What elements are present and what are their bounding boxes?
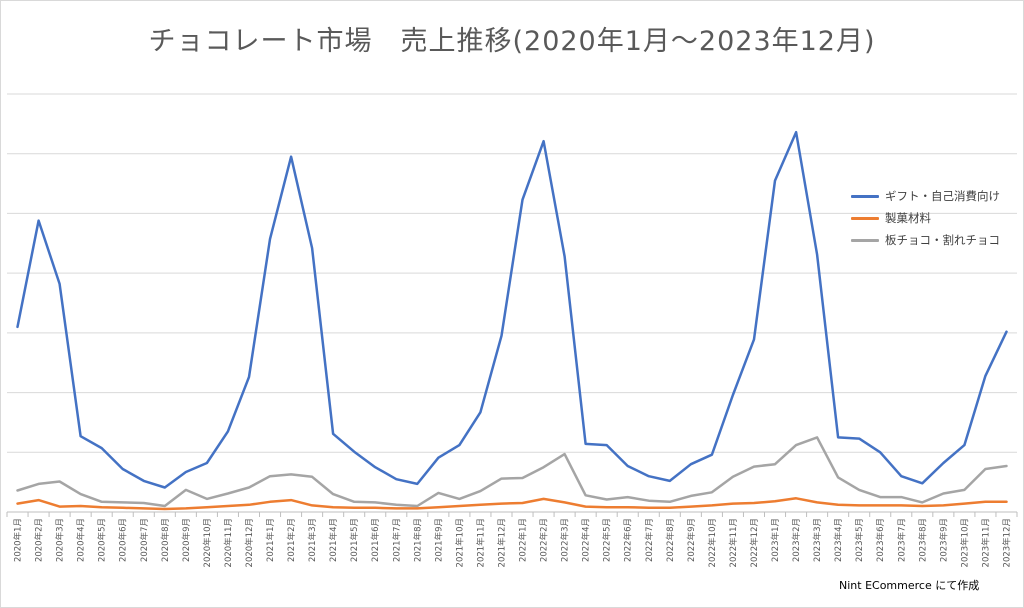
x-tick-label: 2020年12月 (244, 518, 255, 567)
x-tick-label: 2021年10月 (454, 518, 465, 567)
x-tick-label: 2021年12月 (496, 518, 507, 567)
legend-item-bar-chocolate: 板チョコ・割れチョコ (851, 229, 1000, 251)
x-tick-label: 2023年12月 (1001, 518, 1012, 567)
x-tick-label: 2020年2月 (34, 518, 45, 562)
chart-title: チョコレート市場 売上推移(2020年1月～2023年12月) (148, 26, 876, 57)
x-tick-label: 2023年1月 (770, 518, 781, 562)
legend-label-bar-chocolate: 板チョコ・割れチョコ (885, 233, 1000, 247)
x-tick-label: 2022年7月 (644, 518, 655, 562)
legend-swatch-gift (851, 194, 879, 198)
x-tick-label: 2021年2月 (286, 518, 297, 562)
legend-label-gift: ギフト・自己消費向け (885, 189, 1000, 203)
x-tick-label: 2021年1月 (265, 518, 276, 562)
series-line (16, 497, 1008, 511)
x-tick-label: 2022年3月 (560, 518, 571, 562)
x-tick-label: 2020年6月 (118, 518, 129, 562)
x-tick-label: 2021年4月 (328, 518, 339, 562)
x-tick-label: 2021年8月 (412, 518, 423, 562)
x-tick-label: 2023年5月 (854, 518, 865, 562)
x-tick-label: 2022年12月 (749, 518, 760, 567)
x-tick-label: 2021年7月 (391, 518, 402, 562)
x-tick-label: 2022年2月 (539, 518, 550, 562)
x-tick-label: 2021年11月 (475, 518, 486, 567)
legend-item-confectionery: 製菓材料 (851, 207, 1000, 229)
x-tick-label: 2021年6月 (370, 518, 381, 562)
x-tick-label: 2023年9月 (938, 518, 949, 562)
x-tick-label: 2023年7月 (896, 518, 907, 562)
legend: ギフト・自己消費向け 製菓材料 板チョコ・割れチョコ (851, 185, 1000, 251)
x-tick-label: 2022年8月 (665, 518, 676, 562)
x-tick-label: 2022年4月 (581, 518, 592, 562)
legend-item-gift: ギフト・自己消費向け (851, 185, 1000, 207)
x-tick-label: 2022年11月 (728, 518, 739, 567)
legend-swatch-confectionery (851, 216, 879, 220)
x-tick-label: 2020年4月 (76, 518, 87, 562)
series-line (16, 130, 1008, 489)
x-tick-label: 2023年2月 (791, 518, 802, 562)
x-tick-label: 2020年7月 (139, 518, 150, 562)
x-tick-label: 2022年6月 (623, 518, 634, 562)
x-tick-label: 2022年5月 (602, 518, 613, 562)
x-tick-label: 2023年10月 (959, 518, 970, 567)
x-tick-label: 2020年9月 (181, 518, 192, 562)
series-line (16, 436, 1008, 508)
x-tick-label: 2022年9月 (686, 518, 697, 562)
x-tick-label: 2023年6月 (875, 518, 886, 562)
x-tick-label: 2023年4月 (833, 518, 844, 562)
x-tick-label: 2020年5月 (97, 518, 108, 562)
x-tick-label: 2021年9月 (433, 518, 444, 562)
x-tick-label: 2020年10月 (202, 518, 213, 567)
legend-swatch-bar-chocolate (851, 238, 879, 242)
x-tick-label: 2023年11月 (980, 518, 991, 567)
legend-label-confectionery: 製菓材料 (885, 211, 931, 225)
x-tick-label: 2022年10月 (707, 518, 718, 567)
x-tick-label: 2021年3月 (307, 518, 318, 562)
x-tick-label: 2020年8月 (160, 518, 171, 562)
x-tick-label: 2023年8月 (917, 518, 928, 562)
x-tick-label: 2023年3月 (812, 518, 823, 562)
x-tick-label: 2020年11月 (223, 518, 234, 567)
x-tick-label: 2020年1月 (13, 518, 24, 562)
x-tick-label: 2022年1月 (518, 518, 529, 562)
credit-note: Nint ECommerce にて作成 (839, 579, 980, 592)
x-tick-label: 2021年5月 (349, 518, 360, 562)
x-tick-label: 2020年3月 (55, 518, 66, 562)
